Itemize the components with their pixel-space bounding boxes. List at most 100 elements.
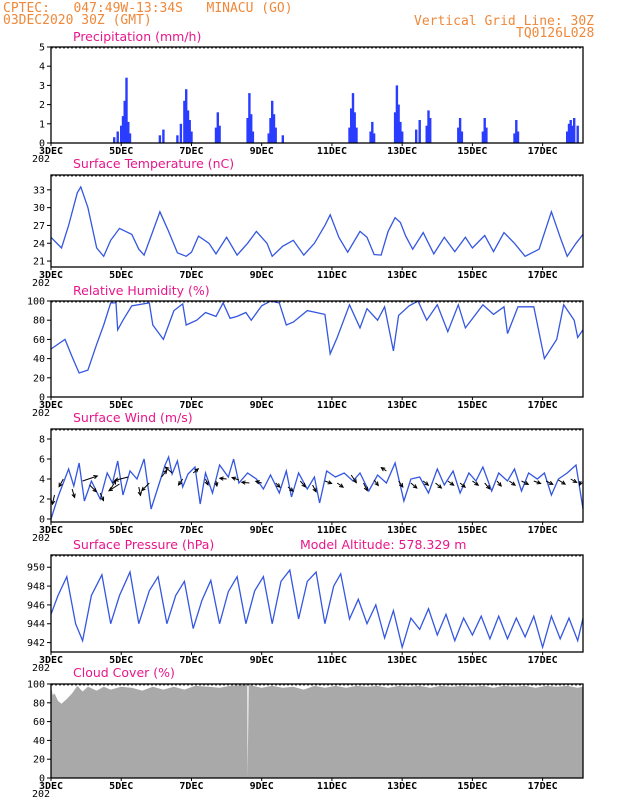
precip-bar <box>429 118 432 143</box>
wind-vector <box>89 484 97 493</box>
wind-vector <box>108 483 120 492</box>
precip-bar <box>348 127 351 143</box>
precip-bar <box>271 100 274 143</box>
wind-vector <box>545 480 554 485</box>
x-tick-label: 9DEC <box>250 781 274 792</box>
precip-bar <box>513 133 516 143</box>
x-tick-label: 17DEC <box>528 400 558 411</box>
y-tick-label: 5 <box>39 43 45 54</box>
y-tick-label: 20 <box>33 755 45 766</box>
precip-bar <box>566 131 569 143</box>
year-stub-label: 202 <box>32 154 50 165</box>
x-tick-label: 5DEC <box>109 655 133 666</box>
panel-title: Surface Pressure (hPa) <box>73 537 214 552</box>
precip-bar <box>353 112 356 143</box>
precip-bar <box>183 100 186 143</box>
panel-frame <box>50 174 584 268</box>
x-tick-label: 5DEC <box>109 525 133 536</box>
wind-vector-head <box>437 484 443 489</box>
y-tick-label: 60 <box>33 335 45 346</box>
precip-bar <box>355 127 358 143</box>
x-tick-label: 9DEC <box>250 270 274 281</box>
wind-vector-head <box>497 482 502 487</box>
precip-bar <box>185 89 188 143</box>
series-line <box>50 454 584 520</box>
panel-frame <box>50 683 584 779</box>
precip-bar <box>116 131 119 143</box>
wind-vector-head <box>536 480 542 485</box>
wind-vector-head <box>254 480 260 485</box>
station-header: CPTEC: 047:49W-13:34S MINACU (GO) <box>3 1 293 16</box>
wind-vector-head <box>412 484 418 489</box>
wind-vector-head <box>511 481 517 486</box>
precip-bar <box>415 129 418 143</box>
y-tick-label: 942 <box>27 638 45 649</box>
panel-frame <box>50 428 584 523</box>
panel-frame <box>50 46 584 144</box>
series-line <box>50 300 584 374</box>
y-tick-label: 2 <box>39 100 45 111</box>
panel-title: Precipitation (mm/h) <box>73 29 201 44</box>
x-tick-label: 13DEC <box>387 525 417 536</box>
x-tick-label: 5DEC <box>109 146 133 157</box>
y-tick-label: 0 <box>39 774 45 785</box>
precip-bar <box>121 116 125 143</box>
y-tick-label: 0 <box>39 139 45 150</box>
panel-1: 0 1 2 3 4 5 3DEC 5DEC 7DEC 9DEC 11DEC 13DEC 15DEC 17D… <box>32 29 584 165</box>
x-tick-label: 11DEC <box>317 655 347 666</box>
wind-vector-head <box>58 482 63 488</box>
x-tick-label: 13DEC <box>387 400 417 411</box>
y-tick-label: 0 <box>39 515 45 526</box>
precip-bar <box>248 93 251 143</box>
precip-bar <box>569 120 572 143</box>
wind-vector-head <box>231 476 237 481</box>
wind-vector <box>435 482 442 489</box>
wind-vector-head <box>339 483 345 488</box>
wind-vector <box>472 480 479 486</box>
x-tick-label: 15DEC <box>457 781 487 792</box>
wind-vector <box>51 494 55 505</box>
precip-bar <box>113 137 116 143</box>
panel-2: 21 24 27 30 33 3DEC 5DEC 7DEC 9DEC 11DEC 13DEC 15DE… <box>32 156 584 289</box>
precip-bar <box>176 135 179 143</box>
panel-frame <box>50 300 584 398</box>
precip-bar <box>216 112 219 143</box>
wind-vector <box>521 480 529 485</box>
y-tick-label: 2 <box>39 495 45 506</box>
wind-vector-head <box>51 500 56 506</box>
x-tick-label: 3DEC <box>39 400 63 411</box>
y-tick-label: 100 <box>27 297 45 308</box>
precip-bar <box>460 131 464 143</box>
y-tick-label: 24 <box>33 239 45 250</box>
wind-vector-head <box>548 480 554 485</box>
wind-vector-head <box>352 478 357 484</box>
wind-vector-head <box>485 484 491 490</box>
precip-bar <box>267 133 270 143</box>
x-tick-label: 11DEC <box>317 525 347 536</box>
wind-vector <box>363 482 368 491</box>
panel-3: 0 20 40 60 80 100 3DEC 5DEC 7DEC 9DEC 11DEC 13DEC 15… <box>27 283 584 419</box>
x-tick-label: 15DEC <box>457 525 487 536</box>
x-tick-label: 5DEC <box>109 270 133 281</box>
precip-bar <box>158 135 162 143</box>
wind-vector-head <box>92 487 98 493</box>
wind-vector <box>141 482 150 491</box>
y-tick-label: 80 <box>33 316 45 327</box>
x-tick-label: 11DEC <box>317 146 347 157</box>
precip-bar <box>125 77 128 143</box>
precip-bar <box>571 125 574 143</box>
cloud-cover-area <box>51 684 583 778</box>
precip-bar <box>123 100 126 143</box>
wind-vector <box>336 482 344 488</box>
wind-vector <box>299 480 306 488</box>
precip-bar <box>369 131 372 143</box>
wind-vector-head <box>204 480 209 486</box>
wind-vector-head <box>177 480 183 486</box>
y-tick-label: 0 <box>39 393 45 404</box>
precip-bar <box>250 114 253 143</box>
wind-vector-head <box>194 468 200 473</box>
x-tick-label: 9DEC <box>250 655 274 666</box>
precip-bar <box>274 127 277 143</box>
wind-vector <box>350 474 357 483</box>
wind-vector-head <box>572 478 578 483</box>
